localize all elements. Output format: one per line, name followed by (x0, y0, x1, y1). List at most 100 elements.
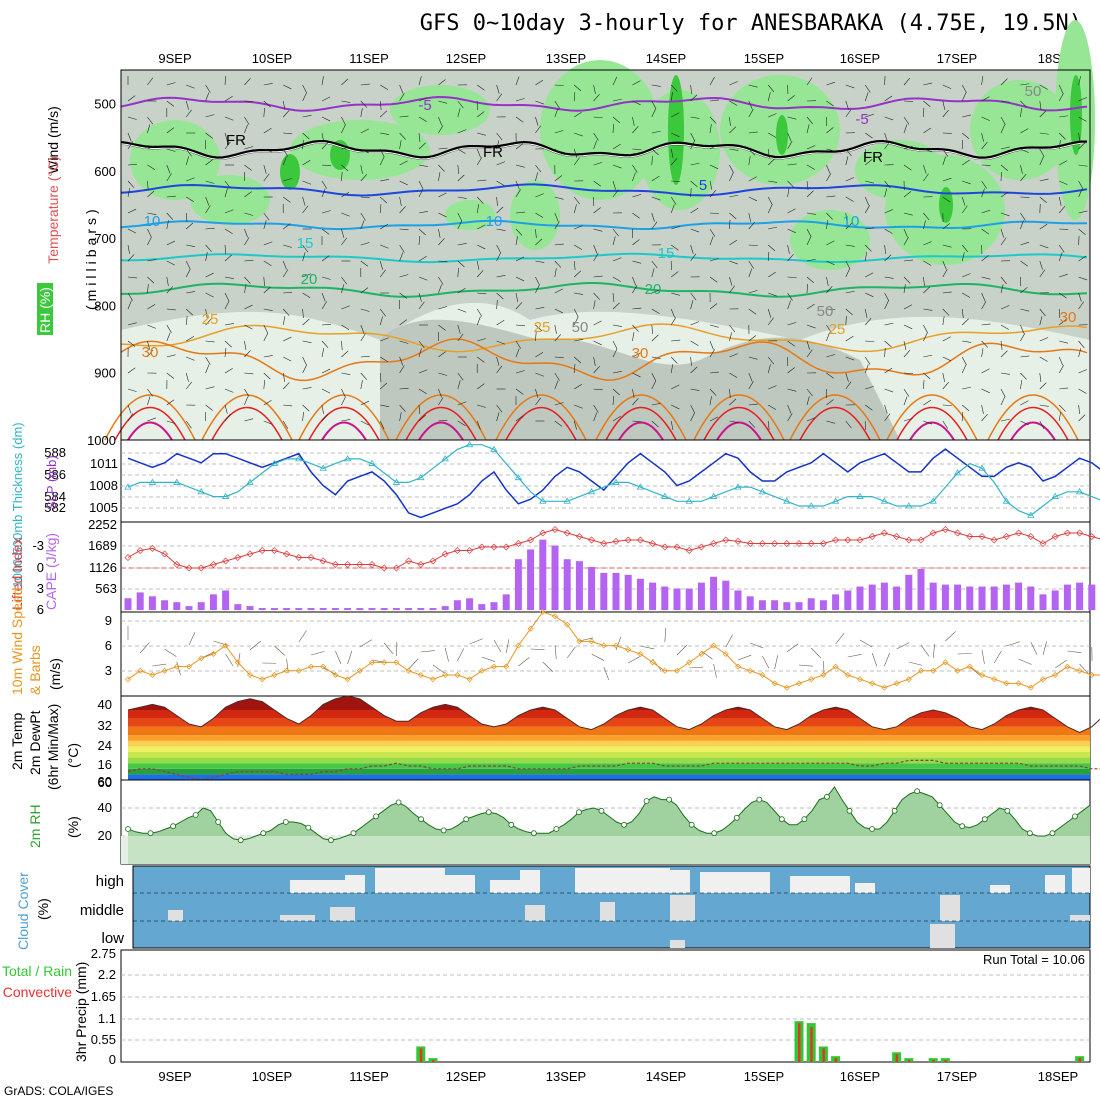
wind-barb (341, 340, 343, 350)
wind-barb-10m (408, 658, 419, 670)
cape-bar (673, 588, 681, 610)
wind-barb (1020, 355, 1030, 358)
wind-barb (729, 372, 738, 378)
lifted-index-marker (258, 547, 266, 554)
wind-barb (535, 324, 543, 332)
wind-barb (826, 260, 835, 266)
wind-barb (418, 210, 428, 214)
thickness-marker (758, 488, 767, 495)
wind-barb (147, 284, 149, 294)
wind-barb (981, 209, 991, 214)
thickness-marker (929, 497, 937, 504)
thickness-marker (173, 478, 181, 485)
wind-barb (942, 404, 952, 406)
wind-barb (1059, 292, 1067, 299)
wind-barb (632, 285, 638, 294)
wind-barb (593, 320, 602, 326)
rh-core (939, 187, 953, 223)
wind-barb (923, 241, 932, 246)
wind-barb (496, 140, 500, 150)
lifted-index-marker (453, 547, 461, 554)
axis-tick-label: 1011 (90, 456, 118, 471)
wind-barb-10m (310, 651, 325, 656)
rh2m-marker (914, 788, 921, 795)
axis-tick-label: 582 (44, 500, 66, 515)
wind-barb (767, 420, 770, 430)
wind-barb (612, 164, 622, 169)
wind-barb (729, 332, 733, 342)
wind-barb (1078, 414, 1086, 422)
wind-barb (961, 252, 965, 262)
precip-convective-bar (798, 1023, 801, 1062)
wind-barb (282, 110, 290, 118)
wind-barb (903, 276, 911, 284)
thickness-marker (880, 497, 889, 504)
cape-bar (527, 549, 535, 610)
thickness-marker (490, 445, 498, 452)
temperature-contour (120, 323, 1088, 353)
rh-core (280, 154, 300, 190)
temperature-contour (120, 95, 1088, 112)
wind-barb (224, 188, 228, 198)
wind-barb (690, 300, 694, 310)
wind-barb (438, 306, 448, 310)
wind-barb (515, 324, 525, 327)
cape-bar (941, 584, 949, 610)
wind-barb (903, 116, 910, 125)
wind-barb (671, 244, 679, 251)
wind-barb (748, 176, 757, 182)
wind-barb (554, 324, 557, 334)
wind-barb (477, 224, 486, 230)
wind-barb (360, 242, 370, 246)
pressure-axis-label: (millibars) (83, 205, 99, 310)
cape-bar (392, 608, 400, 610)
wind-barb (806, 276, 814, 284)
wind-barb (1058, 205, 1066, 214)
wind-barb (767, 356, 774, 365)
wind-barb (729, 194, 739, 198)
wind-barb (341, 305, 350, 310)
wind-barb (1039, 308, 1046, 317)
wind-barb (185, 381, 192, 390)
wind-barb (865, 180, 875, 184)
lifted-index-marker (819, 540, 827, 547)
wind-barb (593, 253, 599, 262)
wind-barb (244, 304, 253, 310)
wind-barb (709, 388, 717, 396)
rh-core (668, 75, 684, 185)
wind-barb (942, 356, 952, 362)
wind-barb (826, 164, 831, 174)
wind-speed-marker (430, 676, 436, 683)
wind-barb (690, 162, 700, 166)
thickness-markers (124, 440, 1084, 518)
cape-bar (161, 600, 169, 610)
temperature-contour-hot (308, 406, 380, 441)
wind-barb-10m (383, 642, 394, 655)
wind-barb (399, 274, 409, 278)
wind-barb (1078, 188, 1083, 198)
cape-bar (246, 606, 254, 610)
wind-barb-10m (152, 663, 167, 667)
temperature-contour-30 (987, 394, 1079, 441)
rh-legend-swatch (37, 283, 53, 335)
wind-barb (709, 77, 715, 86)
temperature-contour-30 (495, 394, 587, 441)
wind-speed-marker (466, 676, 473, 683)
wind-barb-10m (335, 650, 342, 665)
wind-barb (185, 372, 189, 382)
wind-barb (379, 269, 386, 278)
lifted-index-marker (588, 536, 596, 544)
wind-speed-marker (308, 663, 314, 670)
thickness-label: 1000-500mb Thickness (dm) (10, 422, 25, 587)
cape-bar (819, 600, 827, 610)
wind-barb (709, 164, 719, 170)
wind-barb (1078, 301, 1085, 310)
rh2m-marker (959, 823, 966, 830)
wind-barb (263, 276, 265, 286)
wind-barb (1039, 132, 1049, 135)
rh2m-marker (125, 826, 131, 832)
lifted-index-marker (136, 547, 144, 554)
wind-barb (1058, 140, 1061, 150)
wind-barb (147, 388, 153, 397)
